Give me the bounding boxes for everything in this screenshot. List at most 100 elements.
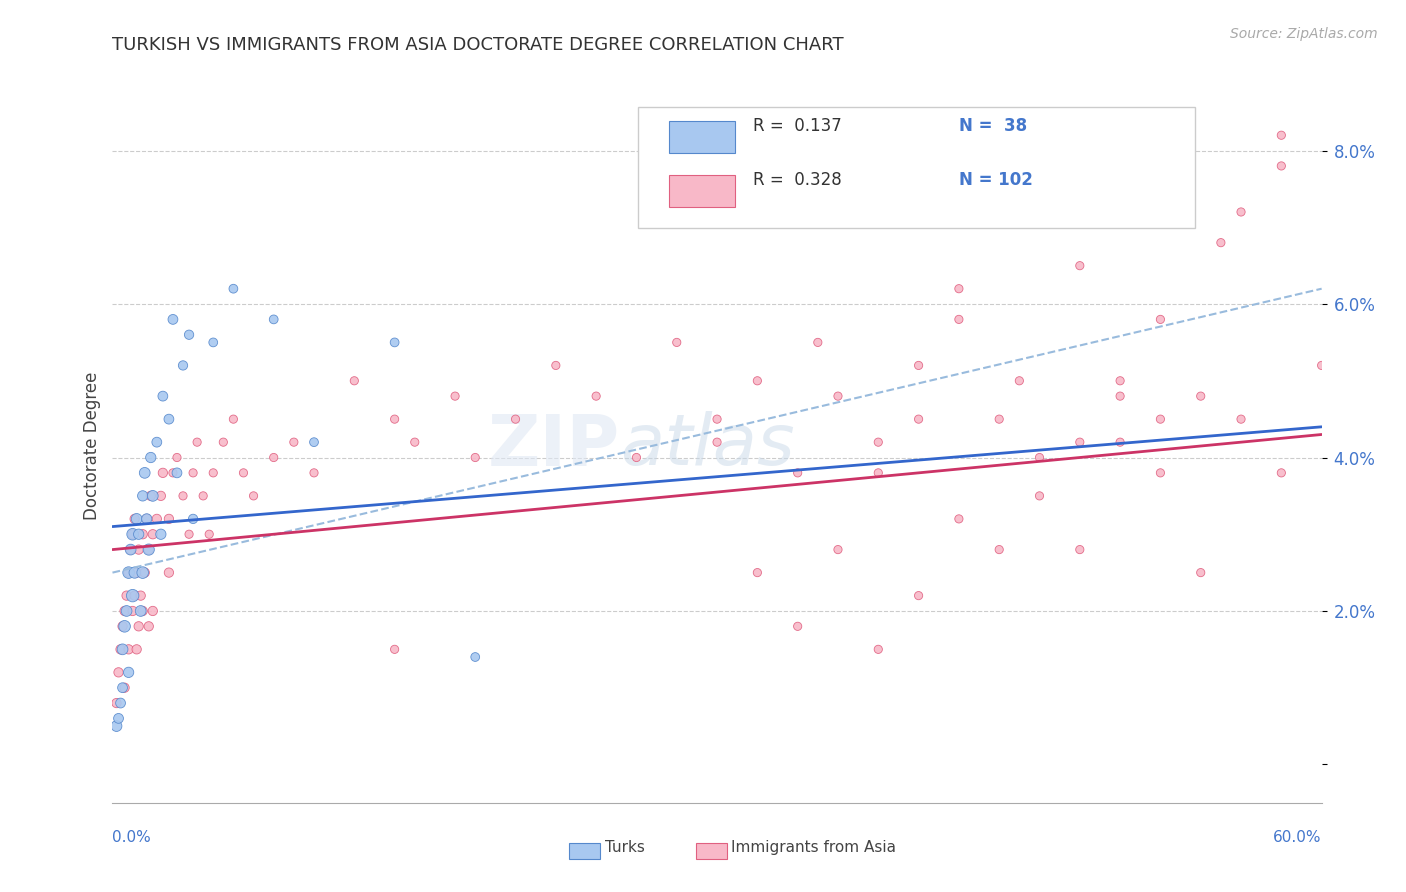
- Point: [120, 542, 142, 557]
- Point: [1069, 259, 1091, 273]
- Point: [125, 642, 148, 657]
- Point: [132, 489, 155, 503]
- Point: [1230, 412, 1253, 426]
- Point: [198, 527, 221, 541]
- Point: [139, 450, 162, 465]
- Point: [125, 512, 148, 526]
- Text: Immigrants from Asia: Immigrants from Asia: [731, 840, 896, 855]
- Point: [117, 642, 139, 657]
- Point: [121, 527, 143, 541]
- Point: [868, 435, 890, 450]
- Point: [232, 466, 254, 480]
- Text: 0.0%: 0.0%: [112, 830, 152, 845]
- Point: [121, 589, 143, 603]
- Point: [384, 335, 406, 350]
- Point: [626, 450, 648, 465]
- Point: [157, 412, 180, 426]
- Point: [186, 435, 208, 450]
- Point: [107, 665, 129, 680]
- Point: [263, 312, 285, 326]
- Point: [868, 466, 890, 480]
- Point: [1351, 389, 1374, 403]
- Point: [544, 359, 567, 373]
- Point: [384, 642, 406, 657]
- Point: [302, 435, 325, 450]
- Point: [117, 566, 139, 580]
- Point: [166, 450, 188, 465]
- Point: [1008, 374, 1031, 388]
- Point: [157, 566, 180, 580]
- Point: [665, 335, 688, 350]
- Point: [1069, 542, 1091, 557]
- Point: [128, 542, 150, 557]
- Point: [747, 374, 769, 388]
- Point: [948, 312, 970, 326]
- Point: [1230, 205, 1253, 219]
- Point: [464, 450, 486, 465]
- Point: [222, 412, 245, 426]
- Point: [585, 389, 607, 403]
- Point: [115, 604, 138, 618]
- Point: [1270, 466, 1292, 480]
- Point: [138, 619, 160, 633]
- Point: [1189, 389, 1212, 403]
- Point: [149, 527, 172, 541]
- Point: [948, 512, 970, 526]
- Point: [177, 327, 200, 342]
- Point: [166, 466, 188, 480]
- Point: [907, 412, 929, 426]
- Point: [105, 696, 128, 710]
- FancyBboxPatch shape: [638, 107, 1195, 228]
- Point: [1069, 435, 1091, 450]
- Point: [117, 566, 139, 580]
- Point: [117, 665, 139, 680]
- Point: [146, 512, 169, 526]
- Point: [115, 589, 138, 603]
- Point: [162, 466, 184, 480]
- Point: [212, 435, 235, 450]
- Text: R =  0.137: R = 0.137: [754, 118, 842, 136]
- Point: [706, 435, 728, 450]
- Point: [129, 589, 152, 603]
- Point: [111, 681, 134, 695]
- Point: [202, 466, 225, 480]
- Point: [121, 527, 143, 541]
- Bar: [669, 121, 735, 153]
- Point: [162, 312, 184, 326]
- Point: [1109, 389, 1132, 403]
- Point: [1149, 312, 1171, 326]
- Point: [111, 642, 134, 657]
- Point: [125, 566, 148, 580]
- Point: [1310, 359, 1333, 373]
- Point: [128, 619, 150, 633]
- Point: [706, 412, 728, 426]
- Point: [302, 466, 325, 480]
- Point: [172, 489, 194, 503]
- Point: [142, 527, 165, 541]
- Point: [222, 282, 245, 296]
- Point: [120, 542, 142, 557]
- Point: [181, 466, 204, 480]
- Point: [139, 489, 162, 503]
- Point: [135, 512, 157, 526]
- Point: [505, 412, 527, 426]
- Point: [129, 604, 152, 618]
- Point: [135, 512, 157, 526]
- Point: [107, 711, 129, 725]
- Point: [907, 589, 929, 603]
- Point: [827, 542, 849, 557]
- Point: [110, 696, 132, 710]
- Point: [177, 527, 200, 541]
- Point: [132, 604, 155, 618]
- Point: [404, 435, 426, 450]
- Point: [263, 450, 285, 465]
- Text: TURKISH VS IMMIGRANTS FROM ASIA DOCTORATE DEGREE CORRELATION CHART: TURKISH VS IMMIGRANTS FROM ASIA DOCTORAT…: [112, 36, 844, 54]
- Point: [807, 335, 830, 350]
- Point: [134, 466, 156, 480]
- Y-axis label: Doctorate Degree: Doctorate Degree: [83, 372, 101, 520]
- Point: [152, 389, 174, 403]
- Point: [124, 512, 146, 526]
- Point: [283, 435, 305, 450]
- Point: [191, 489, 214, 503]
- Point: [464, 650, 486, 665]
